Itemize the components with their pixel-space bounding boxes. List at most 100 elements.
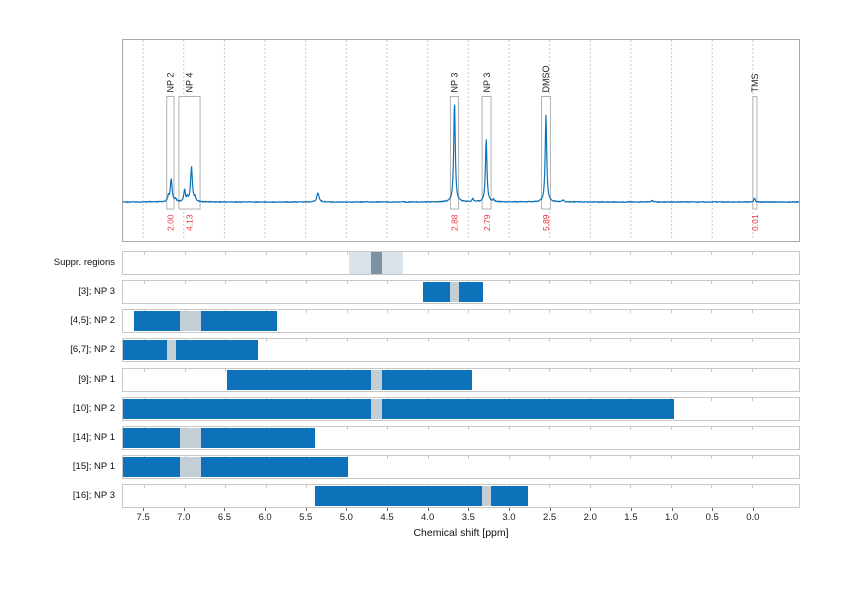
integral-value: 4.13 (185, 214, 195, 231)
region-row-panel (122, 251, 800, 275)
row-gridtick (549, 252, 551, 255)
x-axis-tick-label: 6.5 (217, 512, 232, 523)
row-gridtick (751, 368, 753, 372)
x-axis-tick (183, 508, 185, 511)
region-bar-segment (422, 282, 451, 303)
region-bar-segment (382, 398, 675, 419)
x-axis-title: Chemical shift [ppm] (413, 527, 509, 539)
row-label: [6,7]; NP 2 (70, 344, 115, 356)
row-gridtick (265, 485, 267, 489)
row-gridtick (184, 252, 186, 255)
row-gridtick (346, 310, 348, 314)
x-axis-tick-label: 4.0 (421, 512, 435, 523)
region-row-panel (122, 396, 800, 421)
row-gridtick (306, 281, 308, 285)
masked-band-segment (450, 282, 459, 303)
row-label: [3]; NP 3 (78, 286, 115, 298)
region-bar-segment (458, 282, 483, 303)
region-row-panel (122, 367, 800, 392)
peak-box (166, 96, 175, 210)
row-gridtick (549, 368, 551, 372)
masked-band-segment (179, 457, 201, 478)
x-axis-tick (224, 508, 226, 511)
masked-band-segment (482, 486, 491, 507)
row-gridtick (265, 281, 267, 285)
row-gridtick (346, 281, 348, 285)
row-gridtick (468, 310, 470, 314)
region-row-panel (122, 338, 800, 363)
region-bar-segment (226, 369, 372, 390)
row-gridtick (589, 281, 591, 285)
row-gridtick (265, 339, 267, 343)
row-gridtick (751, 485, 753, 489)
row-gridtick (427, 426, 429, 430)
row-gridtick (508, 281, 510, 285)
x-axis-tick-label: 3.0 (502, 512, 516, 523)
row-gridtick (670, 485, 672, 489)
row-gridtick (549, 339, 551, 343)
region-bar-segment (175, 340, 258, 361)
row-gridtick (387, 339, 389, 343)
x-axis-tick (387, 508, 389, 511)
row-gridtick (306, 310, 308, 314)
peak-label: NP 3 (482, 73, 492, 93)
row-gridtick (589, 485, 591, 489)
x-axis-tick (143, 508, 145, 511)
row-gridtick (387, 310, 389, 314)
row-gridtick (630, 485, 632, 489)
row-gridtick (589, 426, 591, 430)
spectrum-trace (122, 104, 800, 204)
row-gridtick (144, 281, 146, 285)
row-gridtick (549, 456, 551, 460)
row-gridtick (549, 426, 551, 430)
row-gridtick (306, 339, 308, 343)
masked-band-segment (371, 369, 383, 390)
row-gridtick (144, 252, 146, 255)
x-axis-tick-label: 2.0 (583, 512, 597, 523)
row-gridtick (427, 310, 429, 314)
row-gridtick (711, 485, 713, 489)
integral-value: 0.01 (750, 214, 760, 231)
row-gridtick (306, 485, 308, 489)
row-gridtick (630, 368, 632, 372)
masked-band-segment (166, 340, 176, 361)
row-gridtick (589, 456, 591, 460)
row-gridtick (306, 252, 308, 255)
row-gridtick (468, 252, 470, 255)
x-axis-tick (712, 508, 714, 511)
x-axis-tick-label: 0.5 (705, 512, 719, 523)
x-axis-tick (265, 508, 267, 511)
region-bar-segment (315, 486, 483, 507)
row-gridtick (144, 368, 146, 372)
row-gridtick (225, 281, 227, 285)
peak-label: TMS (750, 74, 760, 93)
row-gridtick (346, 426, 348, 430)
row-gridtick (508, 310, 510, 314)
row-gridtick (670, 456, 672, 460)
region-bar-segment (134, 311, 180, 332)
row-gridtick (346, 339, 348, 343)
row-gridtick (711, 310, 713, 314)
row-gridtick (711, 252, 713, 255)
masked-band-segment (179, 311, 201, 332)
row-gridtick (265, 252, 267, 255)
region-bar-segment (123, 340, 167, 361)
x-axis-tick-label: 6.0 (258, 512, 272, 523)
x-axis-tick-label: 3.5 (461, 512, 475, 523)
x-axis-tick (590, 508, 592, 511)
x-axis-tick-label: 1.5 (624, 512, 638, 523)
row-gridtick (670, 368, 672, 372)
region-row-panel (122, 280, 800, 305)
spectrum-panel: NP 2 2.00 NP 4 4.13 NP 3 2.88 NP 3 2.79 DMSO 5.89… (122, 39, 800, 242)
peak-label: DMSO (541, 66, 551, 93)
region-row-panel (122, 309, 800, 334)
row-gridtick (346, 252, 348, 255)
peak-box (449, 96, 460, 210)
x-axis-tick (427, 508, 429, 511)
row-gridtick (225, 368, 227, 372)
row-gridtick (387, 456, 389, 460)
x-axis-tick (508, 508, 510, 511)
row-gridtick (549, 310, 551, 314)
row-gridtick (711, 426, 713, 430)
row-gridtick (468, 456, 470, 460)
